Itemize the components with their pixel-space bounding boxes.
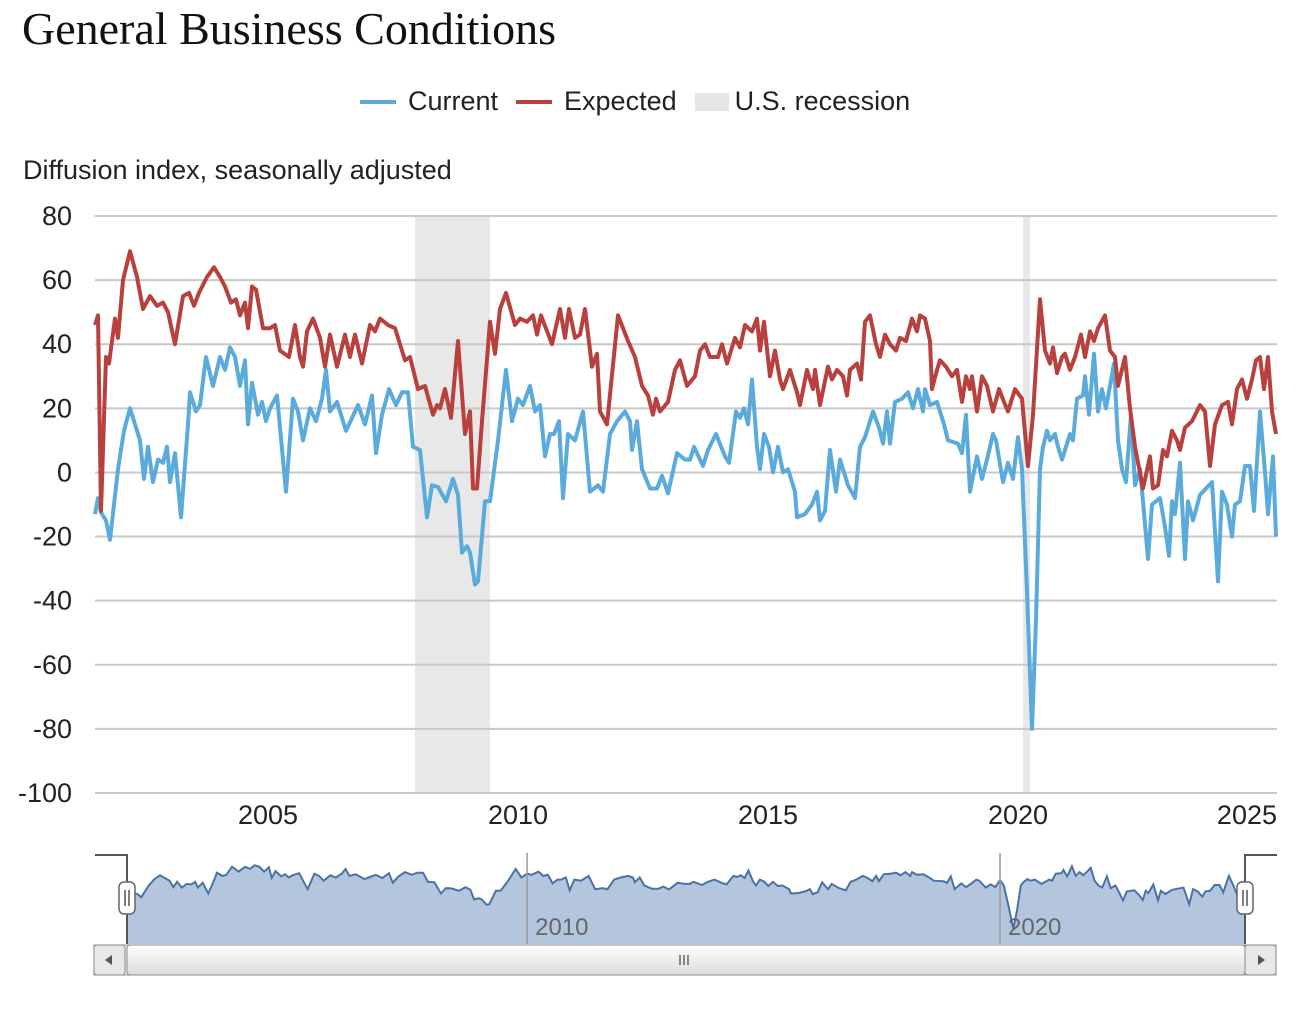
recession-band: [1023, 216, 1030, 793]
legend-current-label: Current: [408, 86, 499, 116]
y-tick-label: 20: [42, 393, 72, 423]
legend-item-expected[interactable]: Expected: [516, 86, 677, 117]
navigator-line: [126, 863, 1246, 929]
y-tick-label: -40: [33, 586, 72, 616]
navigator-tick-label: 2010: [535, 914, 588, 941]
y-tick-label: -20: [33, 522, 72, 552]
grip-icon: [1242, 890, 1248, 906]
y-axis-title: Diffusion index, seasonally adjusted: [23, 155, 452, 185]
arrow-right-icon: [1258, 955, 1265, 965]
navigator-area: [127, 865, 1245, 944]
series-line-expected[interactable]: [93, 249, 1278, 513]
arrow-left-icon: [105, 955, 112, 965]
y-tick-label: 40: [42, 329, 72, 359]
y-tick-label: -100: [18, 778, 72, 808]
x-tick-label: 2005: [238, 800, 298, 830]
x-tick-label: 2015: [738, 800, 798, 830]
navigator-right-handle[interactable]: [1236, 881, 1254, 915]
grip-icon: [679, 955, 689, 965]
y-tick-label: 80: [42, 201, 72, 231]
y-tick-label: 60: [42, 265, 72, 295]
legend-recession-swatch: [694, 92, 729, 111]
legend-item-current[interactable]: Current: [360, 86, 498, 117]
legend-expected-swatch: [516, 99, 553, 104]
grip-icon: [124, 890, 130, 906]
series-line-current[interactable]: [93, 345, 1278, 731]
chart-title: General Business Conditions: [22, 3, 557, 54]
legend-item-recession[interactable]: U.S. recession: [694, 86, 911, 117]
x-tick-label: 2020: [988, 800, 1048, 830]
scrollbar-thumb[interactable]: [126, 944, 1246, 976]
y-tick-label: 0: [57, 457, 72, 487]
legend-current-swatch: [360, 99, 396, 104]
legend-recession-label: U.S. recession: [734, 86, 911, 116]
legend: Current Expected U.S. recession: [360, 86, 928, 117]
navigator-tick-label: 2020: [1008, 914, 1061, 941]
y-tick-label: -60: [33, 650, 72, 680]
x-tick-label: 2010: [488, 800, 548, 830]
x-tick-label: 2025: [1217, 800, 1277, 830]
navigator-left-handle[interactable]: [118, 881, 136, 915]
legend-expected-label: Expected: [564, 86, 677, 116]
y-tick-label: -80: [33, 714, 72, 744]
